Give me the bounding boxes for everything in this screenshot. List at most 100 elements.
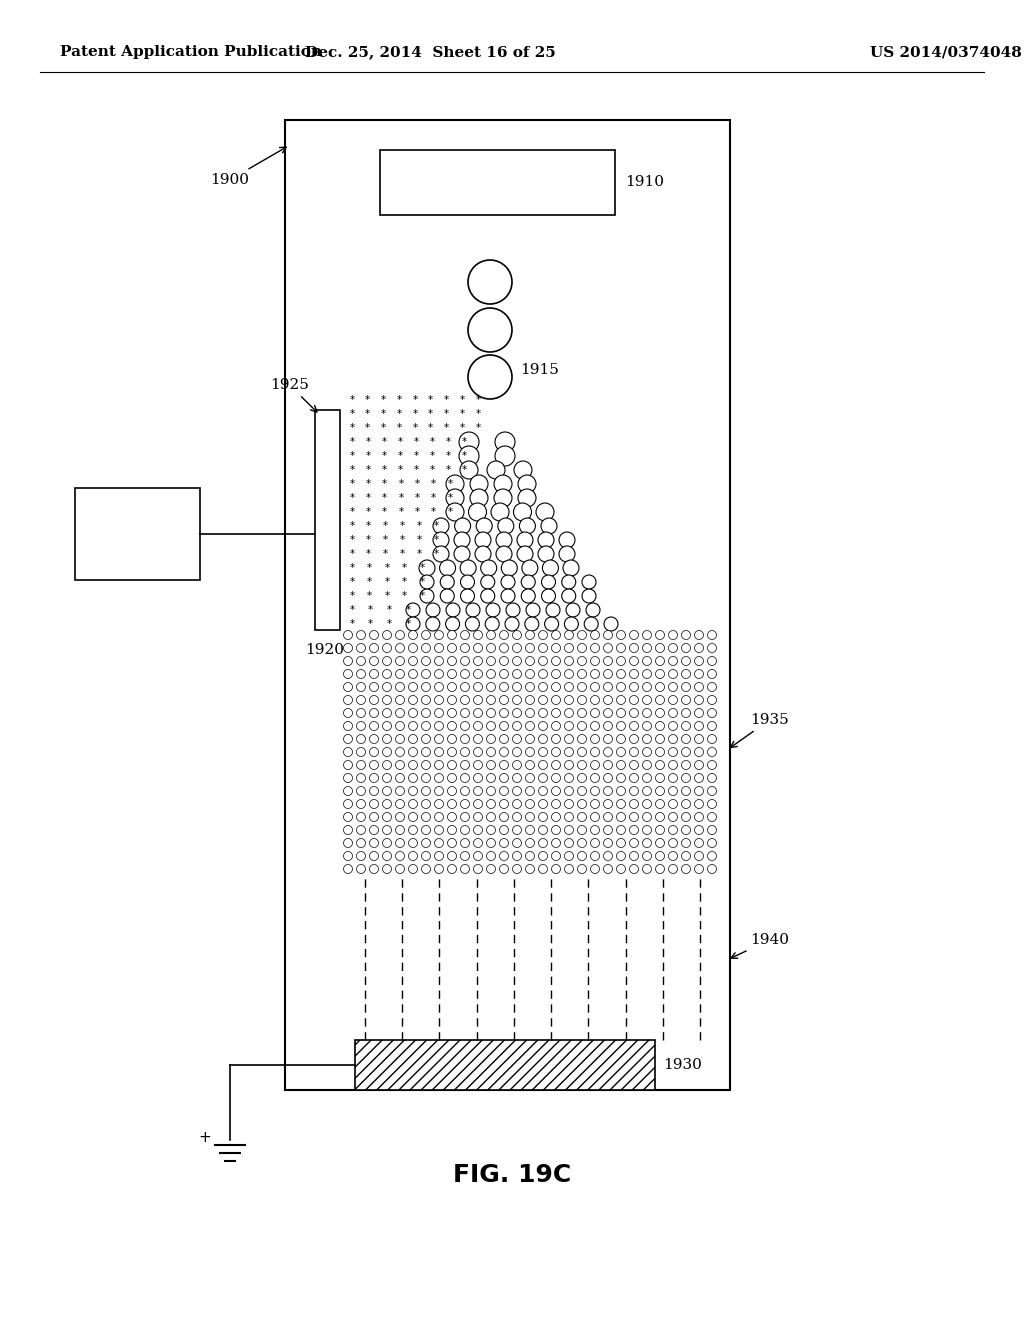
Circle shape: [682, 851, 690, 861]
Circle shape: [370, 656, 379, 665]
Text: *: *: [349, 465, 354, 475]
Circle shape: [525, 787, 535, 796]
Circle shape: [564, 851, 573, 861]
Circle shape: [539, 787, 548, 796]
Circle shape: [655, 774, 665, 783]
Circle shape: [461, 656, 469, 665]
Circle shape: [566, 603, 580, 616]
Circle shape: [525, 838, 535, 847]
Circle shape: [655, 734, 665, 743]
Circle shape: [500, 696, 509, 705]
Circle shape: [552, 747, 560, 756]
Text: *: *: [429, 451, 434, 461]
Circle shape: [603, 787, 612, 796]
Circle shape: [475, 532, 490, 548]
Circle shape: [694, 682, 703, 692]
Circle shape: [487, 461, 505, 479]
Circle shape: [356, 747, 366, 756]
Text: *: *: [381, 465, 387, 475]
Circle shape: [655, 787, 665, 796]
Text: *: *: [349, 564, 354, 573]
Circle shape: [694, 800, 703, 808]
Circle shape: [578, 669, 587, 678]
Circle shape: [501, 576, 515, 589]
Circle shape: [669, 734, 678, 743]
Circle shape: [434, 865, 443, 874]
Text: *: *: [366, 422, 371, 433]
Circle shape: [486, 682, 496, 692]
Circle shape: [630, 669, 639, 678]
Circle shape: [370, 760, 379, 770]
Text: *: *: [397, 451, 402, 461]
Circle shape: [459, 446, 479, 466]
Circle shape: [603, 747, 612, 756]
Circle shape: [526, 603, 540, 616]
Text: *: *: [366, 492, 371, 503]
Circle shape: [552, 838, 560, 847]
Circle shape: [616, 656, 626, 665]
Circle shape: [383, 709, 391, 718]
Circle shape: [434, 682, 443, 692]
Circle shape: [603, 722, 612, 730]
Circle shape: [630, 734, 639, 743]
Circle shape: [539, 696, 548, 705]
Circle shape: [476, 517, 493, 535]
Circle shape: [512, 669, 521, 678]
Text: *: *: [367, 577, 372, 587]
Circle shape: [616, 787, 626, 796]
Circle shape: [616, 813, 626, 821]
Circle shape: [480, 560, 497, 576]
Text: Patent Application Publication: Patent Application Publication: [60, 45, 322, 59]
Circle shape: [591, 682, 599, 692]
Circle shape: [495, 446, 515, 466]
Circle shape: [500, 813, 509, 821]
Circle shape: [434, 813, 443, 821]
Circle shape: [356, 825, 366, 834]
Circle shape: [630, 760, 639, 770]
Text: *: *: [431, 492, 436, 503]
Circle shape: [446, 475, 464, 492]
Circle shape: [564, 813, 573, 821]
Text: *: *: [368, 619, 373, 630]
Text: *: *: [384, 577, 389, 587]
Circle shape: [669, 709, 678, 718]
Circle shape: [422, 865, 430, 874]
Circle shape: [434, 838, 443, 847]
Circle shape: [370, 709, 379, 718]
Circle shape: [603, 825, 612, 834]
Circle shape: [395, 800, 404, 808]
Circle shape: [591, 644, 599, 652]
Text: *: *: [415, 479, 420, 488]
Text: *: *: [431, 479, 436, 488]
Text: *: *: [366, 409, 371, 418]
Circle shape: [447, 813, 457, 821]
Circle shape: [616, 631, 626, 639]
Circle shape: [343, 644, 352, 652]
Circle shape: [383, 838, 391, 847]
Text: *: *: [429, 465, 434, 475]
Circle shape: [447, 709, 457, 718]
Circle shape: [630, 838, 639, 847]
Text: *: *: [384, 591, 389, 601]
Circle shape: [694, 631, 703, 639]
Circle shape: [682, 722, 690, 730]
Circle shape: [512, 644, 521, 652]
Circle shape: [447, 838, 457, 847]
Circle shape: [395, 669, 404, 678]
Text: *: *: [445, 451, 451, 461]
Circle shape: [383, 682, 391, 692]
Circle shape: [521, 589, 536, 603]
Text: *: *: [366, 437, 371, 447]
Circle shape: [642, 682, 651, 692]
Circle shape: [591, 800, 599, 808]
Circle shape: [552, 813, 560, 821]
Circle shape: [564, 825, 573, 834]
Circle shape: [514, 461, 532, 479]
Circle shape: [383, 644, 391, 652]
Circle shape: [630, 631, 639, 639]
Circle shape: [616, 734, 626, 743]
Text: *: *: [402, 564, 408, 573]
Circle shape: [564, 616, 579, 631]
Circle shape: [655, 669, 665, 678]
Circle shape: [512, 825, 521, 834]
